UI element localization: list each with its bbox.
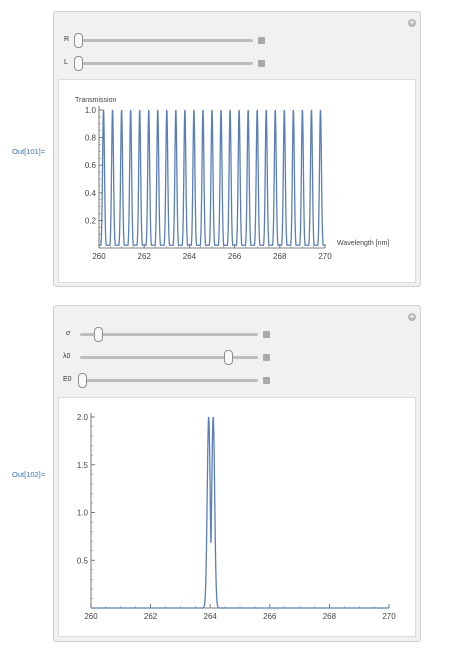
output-label-102: Out[102]= bbox=[12, 470, 46, 479]
series-line bbox=[91, 416, 389, 609]
slider-thumb-l[interactable] bbox=[74, 56, 83, 71]
manipulate-panel-2: + σ λ0 E0 260 262 264 266 268 270 0.5 1.0 1.5 2.0 bbox=[53, 305, 421, 642]
series-line bbox=[99, 109, 325, 246]
square-button-icon[interactable] bbox=[258, 60, 265, 67]
slider-label-lambda0: λ0 bbox=[63, 353, 71, 360]
slider-label-e0: E0 bbox=[63, 376, 72, 383]
y-tick-label: 0.4 bbox=[85, 189, 97, 198]
x-tick-label: 260 bbox=[92, 252, 106, 261]
x-tick-label: 266 bbox=[263, 612, 277, 621]
transmission-chart: 260 262 264 266 268 270 0.2 0.4 0.6 0.8 1.0 Transmi… bbox=[75, 97, 389, 261]
x-tick-label: 270 bbox=[318, 252, 332, 261]
square-button-icon[interactable] bbox=[263, 354, 270, 361]
slider-thumb-lambda0[interactable] bbox=[224, 350, 234, 365]
y-axis-label: Transmission bbox=[75, 97, 116, 104]
manipulate-panel-1: + R L 260 262 264 266 268 270 0.2 0.4 0.6 0.8 1.0 T… bbox=[53, 11, 421, 287]
slider-track-lambda0[interactable] bbox=[80, 356, 258, 359]
square-button-icon[interactable] bbox=[263, 331, 270, 338]
square-button-icon[interactable] bbox=[258, 37, 265, 44]
plot-area-1: 260 262 264 266 268 270 0.2 0.4 0.6 0.8 1.0 Transmi… bbox=[58, 79, 416, 283]
square-button-icon[interactable] bbox=[263, 377, 270, 384]
slider-track-l[interactable] bbox=[78, 62, 253, 65]
y-tick-label: 0.5 bbox=[77, 556, 89, 565]
slider-thumb-r[interactable] bbox=[74, 33, 83, 48]
x-tick-label: 262 bbox=[138, 252, 152, 261]
x-tick-label: 268 bbox=[273, 252, 287, 261]
slider-track-e0[interactable] bbox=[80, 379, 258, 382]
plus-circle-icon[interactable]: + bbox=[408, 18, 416, 27]
y-tick-label: 1.5 bbox=[77, 461, 89, 470]
slider-track-sigma[interactable] bbox=[80, 333, 258, 336]
x-axis-label: Wavelength [nm] bbox=[337, 240, 389, 247]
slider-thumb-e0[interactable] bbox=[78, 373, 87, 388]
slider-track-r[interactable] bbox=[78, 39, 253, 42]
plus-circle-icon[interactable]: + bbox=[408, 312, 416, 321]
slider-label-l: L bbox=[64, 59, 68, 66]
y-tick-label: 1.0 bbox=[85, 106, 97, 115]
x-tick-label: 262 bbox=[144, 612, 158, 621]
y-tick-label: 0.2 bbox=[85, 216, 97, 225]
output-label-101: Out[101]= bbox=[12, 147, 46, 156]
y-tick-label: 0.8 bbox=[85, 134, 97, 143]
x-tick-label: 260 bbox=[84, 612, 98, 621]
plot-area-2: 260 262 264 266 268 270 0.5 1.0 1.5 2.0 bbox=[58, 397, 416, 637]
x-tick-label: 266 bbox=[228, 252, 242, 261]
x-tick-label: 264 bbox=[183, 252, 197, 261]
y-tick-label: 1.0 bbox=[77, 509, 89, 518]
slider-label-sigma: σ bbox=[66, 330, 71, 337]
y-tick-label: 2.0 bbox=[77, 413, 89, 422]
slider-thumb-sigma[interactable] bbox=[94, 327, 104, 342]
y-tick-label: 0.6 bbox=[85, 161, 97, 170]
slider-label-r: R bbox=[64, 36, 70, 43]
x-tick-label: 270 bbox=[382, 612, 396, 621]
x-tick-label: 268 bbox=[323, 612, 337, 621]
gaussian-pulse-chart: 260 262 264 266 268 270 0.5 1.0 1.5 2.0 bbox=[77, 413, 396, 621]
x-tick-label: 264 bbox=[204, 612, 218, 621]
